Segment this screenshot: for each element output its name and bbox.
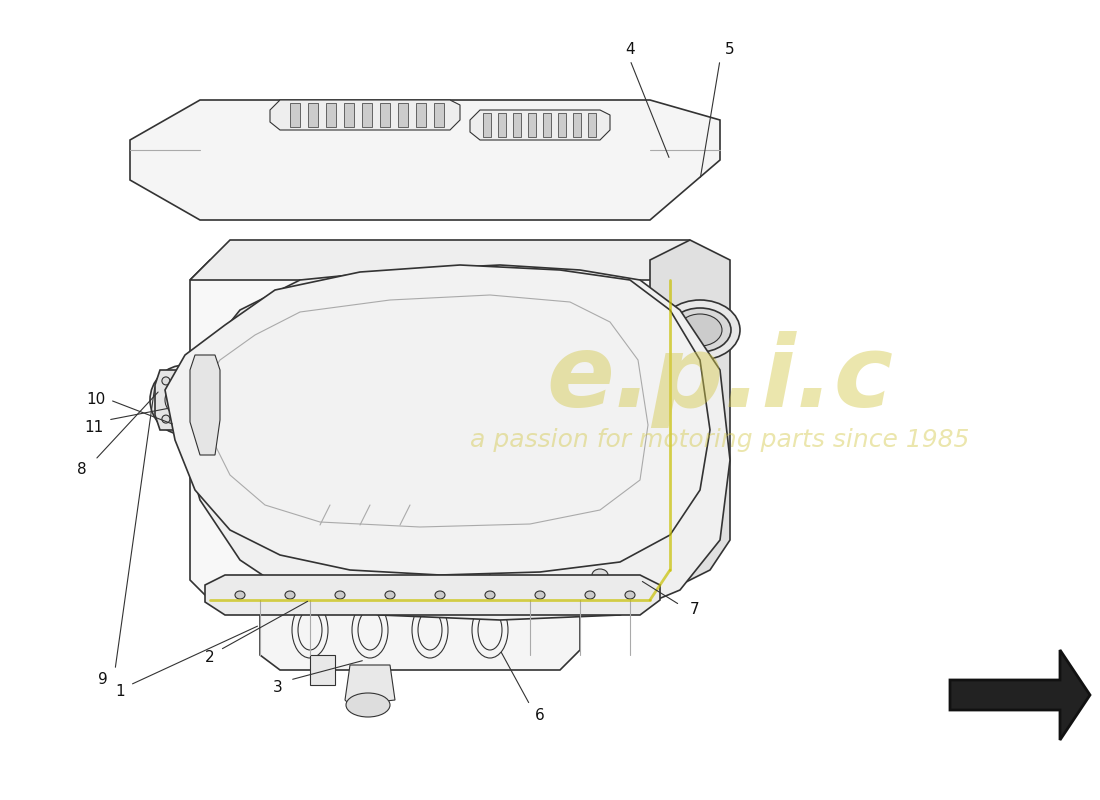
Ellipse shape <box>336 591 345 599</box>
Ellipse shape <box>538 294 582 326</box>
Polygon shape <box>650 240 730 600</box>
Ellipse shape <box>266 332 314 368</box>
Polygon shape <box>310 655 336 685</box>
Text: 6: 6 <box>535 707 544 722</box>
Ellipse shape <box>150 365 220 435</box>
Polygon shape <box>260 590 580 670</box>
Ellipse shape <box>327 316 393 364</box>
Ellipse shape <box>200 377 208 385</box>
Polygon shape <box>190 355 220 455</box>
Ellipse shape <box>336 322 384 358</box>
Ellipse shape <box>318 308 402 372</box>
Ellipse shape <box>592 569 608 581</box>
Ellipse shape <box>520 280 600 340</box>
Polygon shape <box>270 100 460 130</box>
Polygon shape <box>596 575 604 590</box>
Polygon shape <box>573 113 581 137</box>
Polygon shape <box>190 260 670 600</box>
Polygon shape <box>290 103 300 127</box>
Text: 3: 3 <box>273 679 283 694</box>
Polygon shape <box>308 103 318 127</box>
Text: e.p.i.c: e.p.i.c <box>547 331 893 429</box>
Ellipse shape <box>678 314 722 346</box>
Polygon shape <box>165 265 710 575</box>
Polygon shape <box>544 280 556 310</box>
Ellipse shape <box>346 693 390 717</box>
Polygon shape <box>543 113 551 137</box>
Ellipse shape <box>535 591 544 599</box>
Ellipse shape <box>608 304 652 336</box>
Polygon shape <box>434 103 444 127</box>
Ellipse shape <box>669 308 732 352</box>
Polygon shape <box>588 113 596 137</box>
Ellipse shape <box>584 280 596 290</box>
Ellipse shape <box>157 372 213 428</box>
Text: 11: 11 <box>85 419 103 434</box>
Polygon shape <box>326 103 336 127</box>
Ellipse shape <box>418 572 442 588</box>
Ellipse shape <box>450 270 530 330</box>
Ellipse shape <box>585 591 595 599</box>
Ellipse shape <box>285 591 295 599</box>
Ellipse shape <box>600 298 661 342</box>
Ellipse shape <box>200 415 208 423</box>
Polygon shape <box>180 265 730 620</box>
Polygon shape <box>528 113 536 137</box>
Polygon shape <box>950 650 1090 740</box>
Text: 4: 4 <box>625 42 635 58</box>
Polygon shape <box>584 285 596 315</box>
Polygon shape <box>558 113 566 137</box>
Ellipse shape <box>257 326 323 374</box>
Ellipse shape <box>660 300 740 360</box>
Polygon shape <box>398 103 408 127</box>
Ellipse shape <box>468 284 512 316</box>
Text: 7: 7 <box>690 602 700 618</box>
Polygon shape <box>470 110 610 140</box>
Polygon shape <box>130 100 720 220</box>
Ellipse shape <box>162 415 169 423</box>
Ellipse shape <box>544 275 556 285</box>
Ellipse shape <box>385 591 395 599</box>
Text: 9: 9 <box>98 673 108 687</box>
Polygon shape <box>362 103 372 127</box>
Text: 5: 5 <box>725 42 735 58</box>
Polygon shape <box>344 103 354 127</box>
Ellipse shape <box>529 288 591 332</box>
Ellipse shape <box>235 591 245 599</box>
Polygon shape <box>498 113 506 137</box>
Ellipse shape <box>162 377 169 385</box>
Polygon shape <box>345 665 395 705</box>
Ellipse shape <box>248 318 332 382</box>
Polygon shape <box>155 370 205 430</box>
Ellipse shape <box>434 591 446 599</box>
Text: 1: 1 <box>116 685 124 699</box>
Ellipse shape <box>624 285 636 295</box>
Ellipse shape <box>397 326 463 374</box>
Text: 2: 2 <box>206 650 214 665</box>
Polygon shape <box>483 113 491 137</box>
Ellipse shape <box>468 336 534 384</box>
Polygon shape <box>379 103 390 127</box>
Text: 10: 10 <box>87 393 106 407</box>
Text: 8: 8 <box>77 462 87 478</box>
Ellipse shape <box>406 332 454 368</box>
Ellipse shape <box>459 278 521 322</box>
Ellipse shape <box>470 568 490 582</box>
Polygon shape <box>190 240 690 280</box>
Polygon shape <box>513 113 521 137</box>
Ellipse shape <box>590 290 670 350</box>
Ellipse shape <box>458 328 542 392</box>
Ellipse shape <box>625 591 635 599</box>
Polygon shape <box>624 290 636 320</box>
Text: a passion for motoring parts since 1985: a passion for motoring parts since 1985 <box>471 428 970 452</box>
Polygon shape <box>205 575 660 615</box>
Ellipse shape <box>388 318 472 382</box>
Ellipse shape <box>485 591 495 599</box>
Polygon shape <box>416 103 426 127</box>
Ellipse shape <box>476 342 524 378</box>
